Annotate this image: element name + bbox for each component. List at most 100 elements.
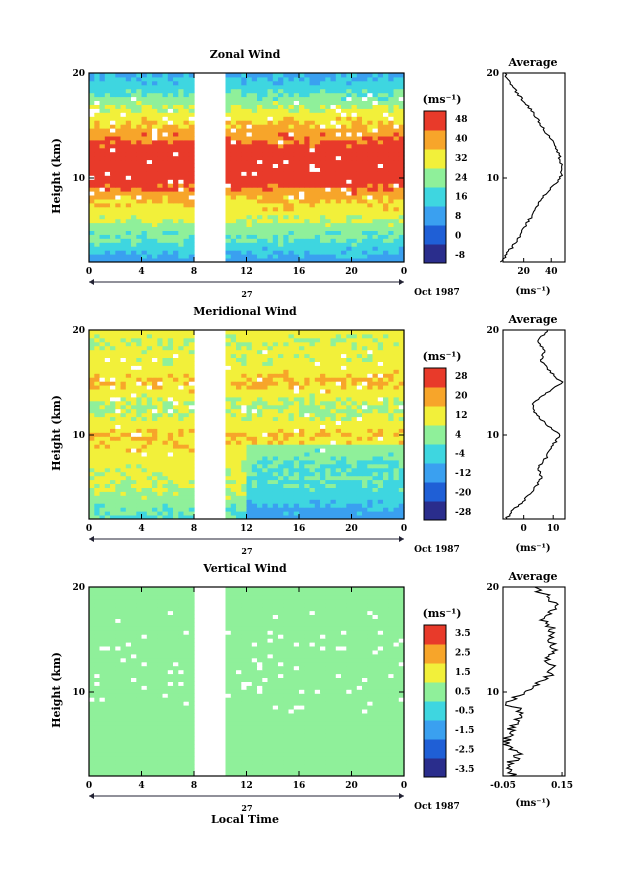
heatmap-cell: [367, 163, 374, 168]
heatmap-cell: [120, 404, 127, 410]
heatmap-cell: [94, 179, 101, 184]
heatmap-cell: [383, 416, 389, 421]
heatmap-cell: [99, 191, 106, 196]
heatmap-cell: [293, 424, 300, 429]
heatmap-cell: [346, 88, 353, 94]
heatmap-cell: [178, 420, 185, 425]
heatmap-cell: [351, 428, 358, 433]
heatmap-cell: [241, 503, 248, 508]
heatmap-cell: [230, 234, 237, 239]
heatmap-cell: [362, 84, 368, 90]
heatmap-cell: [110, 234, 116, 239]
heatmap-cell: [272, 459, 279, 465]
heatmap-cell: [89, 491, 95, 496]
heatmap-cell: [288, 448, 295, 453]
heatmap-cell: [367, 420, 374, 425]
heatmap-cell: [131, 389, 137, 394]
heatmap-cell: [335, 258, 342, 263]
heatmap-cell: [146, 440, 153, 445]
heatmap-cell: [99, 357, 106, 362]
heatmap-cell: [183, 143, 190, 149]
heatmap-cell: [141, 349, 148, 355]
heatmap-cell: [272, 80, 279, 86]
heatmap-cell: [367, 373, 374, 378]
heatmap-cell: [388, 226, 395, 231]
heatmap-cell: [120, 357, 127, 362]
heatmap-cell: [335, 436, 342, 441]
heatmap-cell: [110, 116, 116, 121]
heatmap-cell: [267, 112, 274, 117]
heatmap-cell: [283, 191, 290, 196]
heatmap-cell: [173, 440, 179, 445]
heatmap-cell: [257, 100, 263, 105]
heatmap-cell: [120, 88, 127, 94]
heatmap-cell: [162, 396, 169, 402]
heatmap-cell: [383, 230, 389, 235]
heatmap-cell: [94, 187, 101, 192]
heatmap-cell: [241, 377, 248, 382]
heatmap-cell: [362, 100, 368, 105]
heatmap-cell: [89, 396, 95, 402]
heatmap-cell: [356, 132, 363, 137]
heatmap-cell: [173, 108, 179, 113]
colorbar-swatch: [424, 168, 446, 188]
heatmap-cell: [251, 116, 258, 121]
heatmap-cell: [162, 428, 169, 433]
heatmap-cell: [183, 491, 190, 496]
heatmap-cell: [393, 202, 400, 208]
heatmap-cell: [152, 230, 158, 235]
heatmap-cell: [157, 467, 164, 473]
heatmap-cell: [293, 136, 300, 141]
heatmap-cell: [356, 175, 363, 180]
heatmap-cell: [236, 96, 242, 101]
heatmap-cell: [267, 495, 274, 500]
heatmap-cell: [293, 511, 300, 516]
heatmap-cell: [162, 218, 169, 224]
heatmap-cell: [314, 408, 321, 414]
heatmap-cell: [131, 444, 137, 449]
heatmap-cell: [299, 206, 305, 212]
heatmap-cell: [157, 471, 164, 477]
heatmap-cell: [304, 432, 311, 437]
heatmap-cell: [314, 385, 321, 390]
heatmap-cell: [314, 210, 321, 216]
heatmap-cell: [110, 507, 116, 512]
heatmap-cell: [136, 479, 143, 484]
heatmap-cell: [178, 151, 185, 157]
heatmap-cell: [167, 463, 174, 469]
heatmap-cell: [383, 353, 389, 358]
heatmap-cell: [89, 120, 95, 125]
heatmap-cell: [330, 151, 337, 157]
heatmap-cell: [115, 112, 122, 117]
heatmap-cell: [262, 136, 269, 141]
heatmap-cell: [335, 467, 342, 473]
heatmap-cell: [388, 199, 395, 204]
heatmap-cell: [351, 226, 358, 231]
heatmap-cell: [393, 218, 400, 224]
heatmap-cell: [272, 202, 279, 208]
heatmap-cell: [325, 487, 332, 492]
heatmap-cell: [346, 179, 353, 184]
heatmap-cell: [293, 147, 300, 153]
heatmap-cell: [377, 136, 384, 141]
heatmap-cell: [99, 436, 106, 441]
heatmap-cell: [99, 353, 106, 358]
heatmap-cell: [131, 503, 137, 508]
heatmap-cell: [136, 151, 143, 157]
heatmap-cell: [393, 210, 400, 216]
heatmap-cell: [183, 349, 190, 355]
heatmap-cell: [178, 495, 185, 500]
heatmap-cell: [304, 124, 311, 129]
heatmap-cell: [330, 242, 337, 247]
heatmap-cell: [272, 206, 279, 212]
heatmap-cell: [157, 128, 164, 133]
heatmap-cell: [152, 191, 158, 196]
heatmap-cell: [330, 214, 337, 220]
heatmap-cell: [125, 116, 132, 121]
heatmap-cell: [162, 199, 169, 204]
heatmap-cell: [125, 369, 132, 374]
heatmap-cell: [183, 195, 190, 200]
heatmap-cell: [115, 357, 122, 362]
heatmap-cell: [362, 183, 368, 188]
heatmap-cell: [236, 88, 242, 94]
